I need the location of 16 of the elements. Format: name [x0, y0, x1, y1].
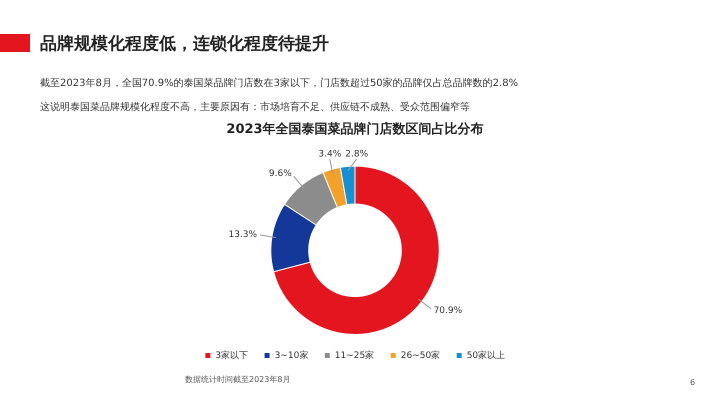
data-label: 70.9%	[434, 306, 463, 316]
data-label: 3.4%	[318, 149, 342, 160]
text: 这说明泰国菜品牌规模化程度不高，主要原因有：市场培育不足、供应链不成熟、受众范围偏窄等	[40, 100, 470, 114]
legend-label: 50家以上	[466, 350, 506, 361]
data-label: 9.6%	[268, 169, 292, 180]
text: 6	[690, 378, 696, 387]
data-label: 2.8%	[345, 149, 369, 160]
chart-subtitle: 品牌规模化程度低，连锁化程度待提升	[40, 33, 329, 55]
chart-title: 2023年全国泰国菜品牌门店数区间占比分布	[226, 121, 484, 138]
legend-label: 3家以下	[215, 350, 248, 361]
legend-label: 26~50家	[400, 350, 440, 361]
legend-label: 3~10家	[274, 350, 308, 361]
data-label: 13.3%	[228, 230, 258, 240]
legend-label: 11~25家	[334, 350, 374, 361]
text: 数据统计时间截至2023年8月	[185, 374, 290, 385]
text: 截至2023年8月，全国70.9%的泰国菜品牌门店数在3家以下，门店数超过50家的品牌仅占总品牌数的2.8%	[40, 76, 518, 90]
